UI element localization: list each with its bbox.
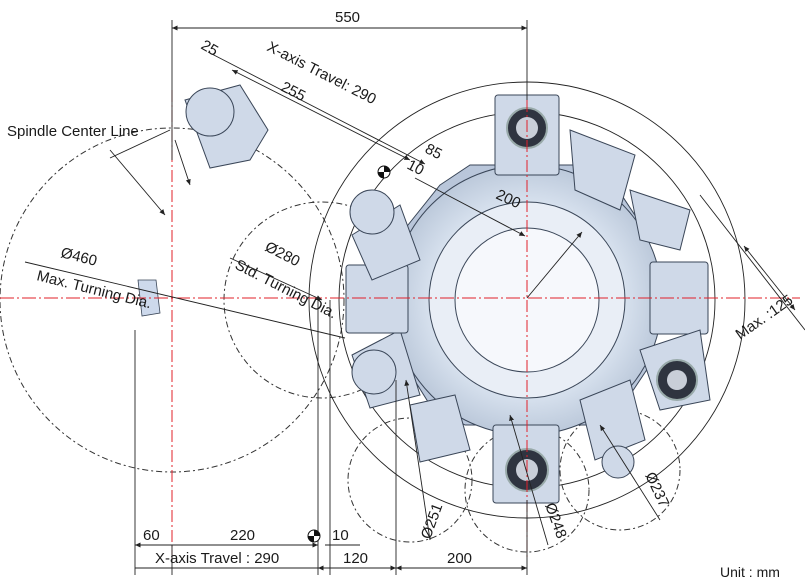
dimension-lines (24, 20, 805, 575)
dim-bottom-x-travel: X-axis Travel : 290 (155, 550, 279, 567)
dim-248: Ø248 (541, 501, 570, 541)
dim-550: 550 (335, 9, 360, 26)
label-std-turning: Std. Turning Dia. (232, 256, 339, 322)
dim-460: Ø460 (59, 244, 99, 269)
dim-251: Ø251 (418, 501, 447, 541)
circle-248 (464, 427, 590, 553)
dim-bottom-60: 60 (143, 527, 160, 544)
dim-bottom-120: 120 (343, 550, 368, 567)
circle-251 (347, 417, 473, 543)
dim-237: Ø237 (641, 470, 672, 510)
dim-x-travel-top: X-axis Travel: 290 (264, 38, 379, 108)
reference-markers (307, 165, 391, 543)
dim-85: 85 (422, 140, 445, 163)
unit-label: Unit : mm (720, 564, 780, 579)
dim-10-top: 10 (404, 156, 427, 179)
label-max-turning: Max. Turning Dia. (35, 267, 153, 312)
dim-bottom-220: 220 (230, 527, 255, 544)
dim-bottom-200: 200 (447, 550, 472, 567)
label-spindle-center-line: Spindle Center Line (7, 123, 139, 140)
dim-25: 25 (198, 37, 221, 60)
dim-280: Ø280 (262, 238, 302, 270)
center-lines (0, 90, 800, 560)
dim-max-125: Max. :125 (733, 292, 797, 344)
dim-bottom-10: 10 (332, 527, 349, 544)
